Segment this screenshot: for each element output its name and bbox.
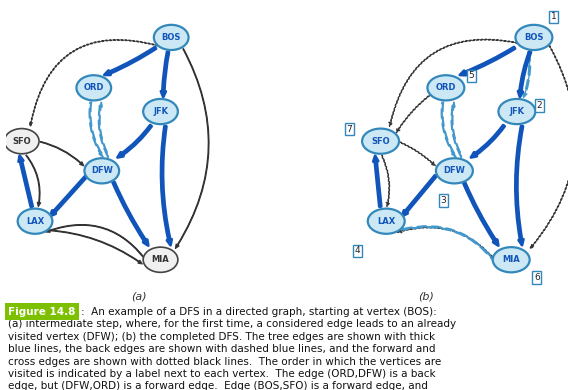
FancyArrowPatch shape: [398, 227, 498, 264]
FancyArrowPatch shape: [515, 126, 524, 245]
Ellipse shape: [362, 129, 399, 154]
Text: edge, but (DFW,ORD) is a forward edge.  Edge (BOS,SFO) is a forward edge, and: edge, but (DFW,ORD) is a forward edge. E…: [9, 381, 428, 390]
FancyArrowPatch shape: [161, 126, 172, 245]
Ellipse shape: [493, 247, 530, 272]
FancyArrowPatch shape: [45, 225, 149, 264]
Text: JFK: JFK: [153, 107, 168, 116]
Text: cross edges are shown with dotted black lines.  The order in which the vertices : cross edges are shown with dotted black …: [9, 356, 442, 367]
FancyArrowPatch shape: [530, 46, 568, 249]
FancyArrowPatch shape: [176, 49, 209, 248]
Ellipse shape: [515, 25, 552, 50]
Ellipse shape: [154, 25, 189, 50]
Ellipse shape: [18, 209, 52, 234]
Text: DFW: DFW: [444, 166, 465, 176]
Text: (a): (a): [131, 291, 147, 301]
FancyArrowPatch shape: [118, 125, 152, 158]
FancyArrowPatch shape: [105, 47, 156, 75]
FancyArrowPatch shape: [112, 182, 148, 246]
FancyArrowPatch shape: [389, 39, 517, 127]
FancyArrowPatch shape: [452, 103, 462, 157]
Ellipse shape: [368, 209, 404, 234]
FancyArrowPatch shape: [463, 182, 498, 246]
Text: JFK: JFK: [509, 107, 524, 116]
Text: MIA: MIA: [502, 255, 520, 264]
FancyArrowPatch shape: [26, 155, 41, 207]
Ellipse shape: [85, 158, 119, 183]
Text: DFW: DFW: [91, 166, 112, 176]
FancyArrowPatch shape: [50, 175, 87, 216]
FancyArrowPatch shape: [518, 51, 531, 97]
FancyArrowPatch shape: [48, 230, 142, 264]
Text: visited is indicated by a label next to each vertex.  The edge (ORD,DFW) is a ba: visited is indicated by a label next to …: [9, 369, 436, 379]
Text: SFO: SFO: [12, 136, 31, 146]
FancyArrowPatch shape: [402, 175, 436, 216]
FancyArrowPatch shape: [441, 102, 456, 157]
Text: BOS: BOS: [161, 33, 181, 42]
Ellipse shape: [5, 129, 39, 154]
FancyArrowPatch shape: [19, 156, 33, 207]
FancyArrowPatch shape: [460, 47, 515, 75]
Text: LAX: LAX: [377, 217, 395, 226]
Text: BOS: BOS: [524, 33, 544, 42]
FancyArrowPatch shape: [40, 142, 84, 166]
FancyArrowPatch shape: [30, 39, 158, 127]
Text: 2: 2: [537, 101, 542, 110]
FancyArrowPatch shape: [99, 103, 109, 157]
Text: blue lines, the back edges are shown with dashed blue lines, and the forward and: blue lines, the back edges are shown wit…: [9, 344, 436, 354]
FancyArrowPatch shape: [382, 155, 390, 207]
Ellipse shape: [143, 247, 178, 272]
Text: 7: 7: [346, 125, 352, 134]
FancyArrowPatch shape: [523, 52, 531, 97]
Ellipse shape: [143, 99, 178, 124]
Text: ORD: ORD: [83, 83, 104, 92]
Text: MIA: MIA: [152, 255, 169, 264]
FancyArrowPatch shape: [400, 142, 436, 166]
Text: ORD: ORD: [436, 83, 456, 92]
Text: 5: 5: [469, 71, 474, 80]
FancyArrowPatch shape: [373, 156, 381, 207]
Text: 6: 6: [534, 273, 540, 282]
Ellipse shape: [499, 99, 536, 124]
Text: SFO: SFO: [371, 136, 390, 146]
Ellipse shape: [428, 75, 465, 101]
FancyArrowPatch shape: [89, 102, 103, 157]
Ellipse shape: [436, 158, 473, 183]
Text: LAX: LAX: [26, 217, 44, 226]
FancyArrowPatch shape: [471, 125, 505, 158]
FancyArrowPatch shape: [161, 52, 169, 97]
FancyArrowPatch shape: [396, 95, 430, 133]
Text: 4: 4: [355, 246, 361, 255]
Text: Figure 14.8: Figure 14.8: [9, 307, 76, 317]
FancyArrowPatch shape: [403, 226, 498, 266]
Ellipse shape: [77, 75, 111, 101]
Text: :  An example of a DFS in a directed graph, starting at vertex (BOS):: : An example of a DFS in a directed grap…: [81, 307, 437, 317]
Text: 1: 1: [551, 12, 557, 21]
Text: (b): (b): [418, 291, 434, 301]
Text: visited vertex (DFW); (b) the completed DFS. The tree edges are shown with thick: visited vertex (DFW); (b) the completed …: [9, 332, 436, 342]
Text: 3: 3: [440, 196, 446, 205]
Text: (a) intermediate step, where, for the first time, a considered edge leads to an : (a) intermediate step, where, for the fi…: [9, 319, 457, 329]
